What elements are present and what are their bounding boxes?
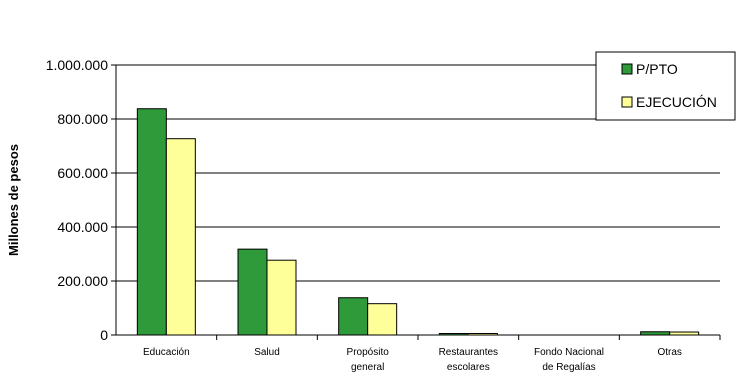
y-tick-label: 0 [100,327,108,343]
x-category-label: Restaurantes escolares [439,347,498,373]
x-category-label: Fondo Nacional de Regalías [534,347,604,373]
y-tick-label: 800.000 [57,111,108,127]
x-category-label: Otras [657,347,681,358]
legend: P/PTO EJECUCIÓN [595,51,736,121]
legend-box [595,51,736,121]
y-tick-label: 600.000 [57,165,108,181]
legend-swatch-pto [621,63,633,75]
bar-ejecucion [266,259,297,336]
bar-pto [237,248,268,336]
y-axis-label: Millones de pesos [6,144,21,256]
y-tick-label: 400.000 [57,219,108,235]
x-axis-categories: Educación Salud Propósito general Restaurant… [143,335,721,373]
y-tick-label: 200.000 [57,273,108,289]
x-category-label: Educación [143,347,190,358]
bar-pto [338,297,369,336]
bars [136,108,700,336]
legend-label-ejecucion: EJECUCIÓN [636,94,717,110]
bar-ejecucion [367,303,398,336]
x-category-label: Salud [254,347,280,358]
bar-pto [136,108,167,336]
y-tick-label: 1.000.000 [46,57,108,73]
y-axis-ticks: 0 200.000 400.000 600.000 800.000 1.000.000 [46,57,116,343]
x-category-label: Propósito general [347,347,390,373]
legend-label-pto: P/PTO [636,61,678,77]
bar-ejecucion [165,138,196,336]
legend-swatch-ejecucion [621,96,633,108]
